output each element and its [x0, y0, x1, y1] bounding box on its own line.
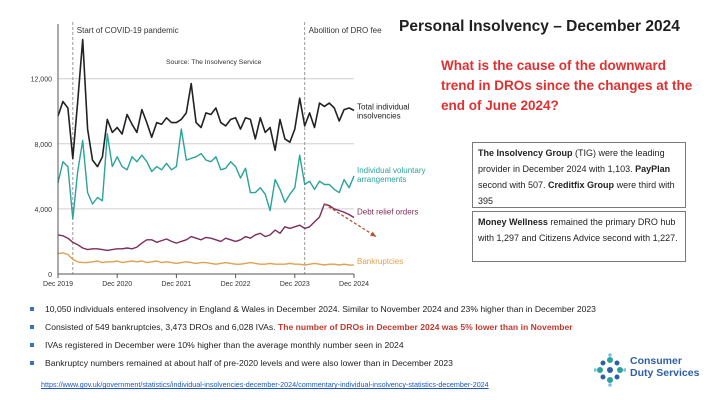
y-tick-label: 0: [48, 272, 52, 279]
callout-text: (TIG) were the leading provider in Decem…: [478, 148, 665, 174]
logo-line2: Duty Services: [630, 367, 700, 379]
y-tick-label: 8,000: [34, 142, 52, 149]
callout-bold-text: The Insolvency Group: [478, 148, 573, 158]
key-points-list: 10,050 individuals entered insolvency in…: [30, 300, 670, 372]
y-tick-label: 12,000: [31, 77, 53, 84]
trend-arrow-head: [370, 231, 376, 237]
bullet-icon: [30, 343, 34, 347]
x-tick-label: Dec 2024: [339, 281, 369, 288]
bullet-text: IVAs registered in December were 10% hig…: [45, 340, 404, 350]
series-label: arrangements: [357, 175, 406, 184]
dro-hub-callout: Money Wellness remained the primary DRO …: [472, 211, 686, 262]
series-label: insolvencies: [357, 112, 401, 121]
bullet-item: IVAs registered in December were 10% hig…: [30, 336, 670, 354]
x-tick-label: Dec 2021: [161, 281, 191, 288]
callout-bold-text: PayPlan: [635, 164, 671, 174]
annotation-label: Abolition of DRO fee: [309, 26, 382, 35]
x-tick-label: Dec 2023: [280, 281, 310, 288]
x-tick-label: Dec 2022: [221, 281, 251, 288]
series-label: Bankruptcies: [357, 257, 403, 266]
callout-bold-text: Creditfix Group: [548, 180, 615, 190]
callout-text: were third with 395: [478, 180, 675, 206]
logo-line1: Consumer: [630, 355, 682, 367]
bullet-item: Bankruptcy numbers remained at about hal…: [30, 354, 670, 372]
callout-text: second with 507.: [478, 180, 549, 190]
callout-text: remained the primary DRO hub with 1,297 …: [478, 217, 678, 243]
x-tick-label: Dec 2020: [102, 281, 132, 288]
series-line-3: [57, 252, 355, 266]
bullet-text: Consisted of 549 bankruptcies, 3,473 DRO…: [45, 322, 278, 332]
bullet-item: 10,050 individuals entered insolvency in…: [30, 300, 670, 318]
bullet-text: 10,050 individuals entered insolvency in…: [45, 304, 596, 314]
trend-arrow-line: [324, 203, 377, 238]
series-line-1: [57, 128, 355, 220]
question-text: What is the cause of the downward trend …: [441, 58, 693, 113]
source-link[interactable]: https://www.gov.uk/government/statistics…: [41, 380, 489, 389]
y-tick-label: 4,000: [34, 207, 52, 214]
company-logo: Consumer Duty Services: [593, 352, 706, 388]
series-label: Total individual: [357, 103, 410, 112]
series-label: Individual voluntary: [357, 166, 425, 175]
bullet-icon: [30, 361, 34, 365]
series-line-2: [57, 203, 355, 252]
logo-icon: [593, 353, 627, 387]
bullet-text: Bankruptcy numbers remained at about hal…: [45, 358, 453, 368]
annotation-label: Start of COVID-19 pandemic: [77, 26, 179, 35]
bullet-item: Consisted of 549 bankruptcies, 3,473 DRO…: [30, 318, 670, 336]
chart-source: Source: The Insolvency Service: [166, 59, 262, 66]
bullet-icon: [30, 307, 34, 311]
callout-bold-text: Money Wellness: [478, 217, 548, 227]
series-line-0: [57, 38, 355, 168]
series-label: Debt relief orders: [357, 208, 418, 217]
provider-callout: The Insolvency Group (TIG) were the lead…: [472, 142, 686, 208]
slide-title: Personal Insolvency – December 2024: [399, 18, 680, 35]
x-tick-label: Dec 2019: [43, 281, 73, 288]
bullet-icon: [30, 325, 34, 329]
bullet-highlight: The number of DROs in December 2024 was …: [277, 322, 573, 332]
